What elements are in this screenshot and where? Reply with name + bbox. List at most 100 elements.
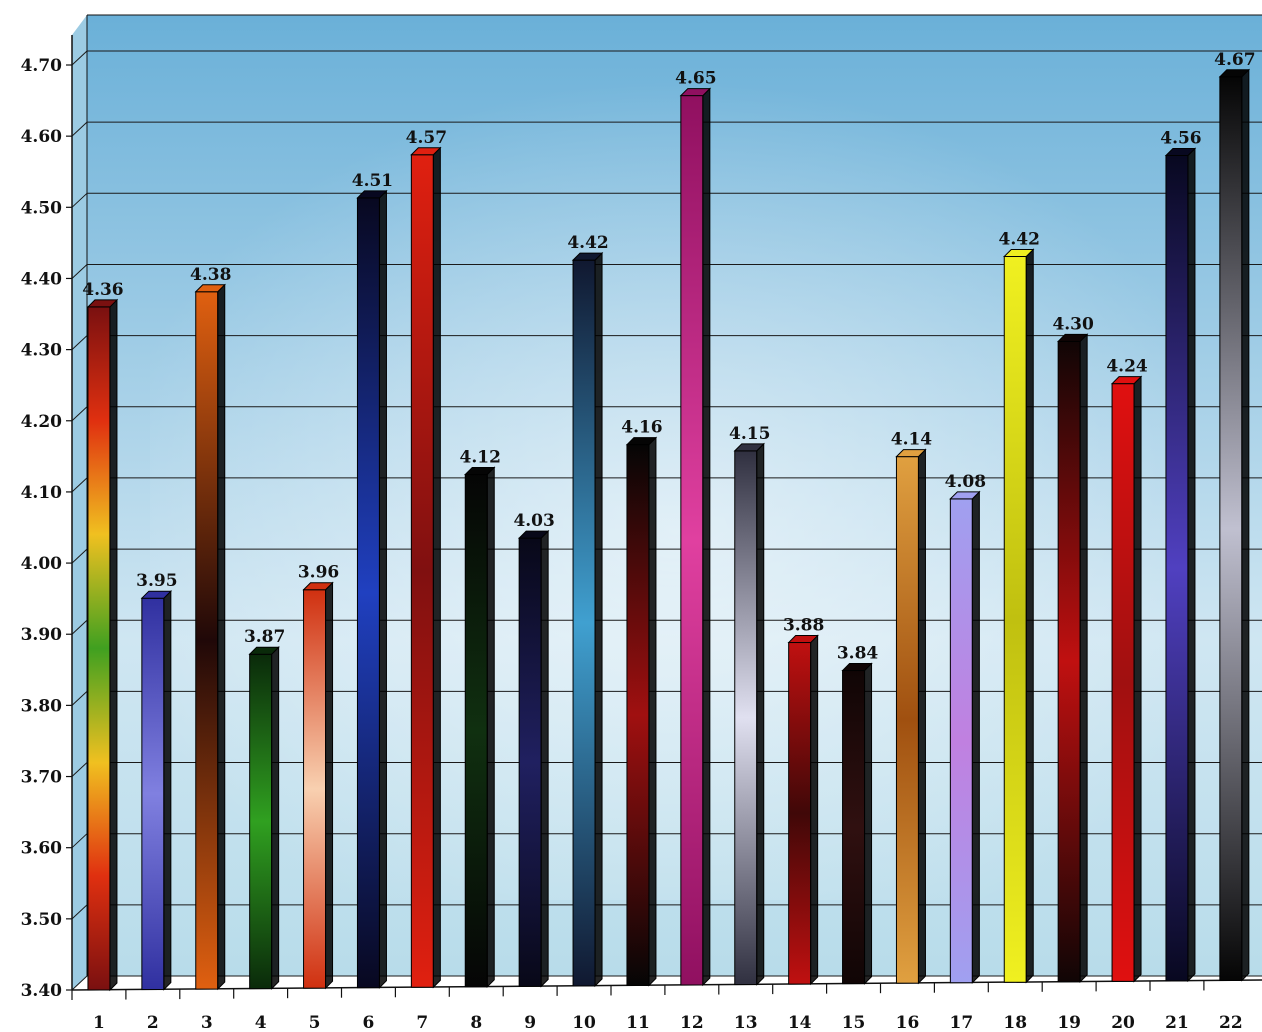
gridline-depth bbox=[71, 264, 88, 279]
bar-side-face bbox=[864, 662, 873, 985]
y-axis-tick-labels: 3.40 3.50 3.60 3.70 3.80 3.90 4.00 4.10 4.20 4.30… bbox=[21, 56, 63, 1001]
value-label-12: 4.65 bbox=[675, 69, 716, 89]
y-tick-label: 3.40 bbox=[21, 981, 63, 1001]
bar-top-face bbox=[841, 663, 873, 672]
gridline-depth bbox=[71, 619, 88, 635]
x-tick-label-20: 20 bbox=[1111, 1013, 1135, 1032]
bar-front-face bbox=[895, 456, 919, 984]
bar-side-face bbox=[1079, 333, 1088, 984]
bar-side-face bbox=[217, 283, 226, 991]
bar-front-face bbox=[949, 498, 973, 984]
gridline-depth bbox=[71, 904, 88, 920]
value-label-16: 4.14 bbox=[891, 430, 933, 450]
bar-5 bbox=[302, 581, 334, 990]
gridline-depth bbox=[71, 548, 88, 564]
bar-top-face bbox=[1003, 249, 1035, 258]
bar-side-face bbox=[917, 448, 926, 985]
value-label-4: 3.87 bbox=[244, 627, 285, 647]
x-tick-label-4: 4 bbox=[255, 1013, 267, 1032]
y-tick-label: 3.50 bbox=[21, 910, 63, 930]
bar-front-face bbox=[410, 154, 434, 988]
y-tick-label: 4.40 bbox=[21, 269, 63, 289]
bar-side-face bbox=[378, 189, 387, 989]
y-tick-label: 3.80 bbox=[21, 696, 63, 716]
bar-top-face bbox=[1164, 148, 1197, 157]
value-label-9: 4.03 bbox=[513, 511, 554, 531]
gridline-depth bbox=[71, 406, 88, 422]
bar-front-face bbox=[572, 259, 596, 987]
gridline-depth bbox=[71, 691, 88, 706]
bar-12 bbox=[679, 87, 712, 987]
value-label-15: 3.84 bbox=[837, 644, 879, 664]
value-label-19: 4.30 bbox=[1052, 314, 1094, 334]
bar-top-face bbox=[356, 190, 388, 199]
bar-21 bbox=[1164, 147, 1197, 983]
x-tick-label-19: 19 bbox=[1057, 1013, 1081, 1032]
bar-9 bbox=[517, 529, 550, 988]
bar-front-face bbox=[1057, 340, 1081, 983]
bar-top-face bbox=[464, 467, 496, 476]
value-label-2: 3.95 bbox=[136, 571, 177, 591]
x-tick-label-1: 1 bbox=[93, 1013, 105, 1032]
bar-side-face bbox=[1187, 147, 1196, 983]
value-label-6: 4.51 bbox=[352, 171, 393, 191]
value-label-22: 4.67 bbox=[1214, 50, 1255, 70]
bar-front-face bbox=[303, 589, 327, 989]
bar-11 bbox=[625, 436, 658, 987]
x-tick-label-11: 11 bbox=[626, 1013, 650, 1032]
y-tick-label: 4.50 bbox=[21, 198, 63, 218]
x-tick-label-7: 7 bbox=[416, 1013, 428, 1032]
y-tick-label: 4.60 bbox=[21, 127, 63, 147]
x-tick-label-22: 22 bbox=[1219, 1013, 1243, 1032]
bar-top-face bbox=[1110, 376, 1143, 385]
bar-top-face bbox=[194, 284, 226, 293]
bar-front-face bbox=[626, 444, 650, 986]
bar-top-face bbox=[410, 147, 442, 156]
bar-7 bbox=[410, 146, 442, 989]
bar-side-face bbox=[432, 146, 441, 989]
bar-front-face bbox=[518, 537, 542, 987]
bar-8 bbox=[464, 466, 496, 989]
x-tick-label-14: 14 bbox=[788, 1013, 812, 1032]
bar-top-face bbox=[679, 88, 712, 97]
bar-top-face bbox=[517, 530, 550, 539]
bar-front-face bbox=[680, 95, 704, 986]
bar-top-face bbox=[302, 582, 334, 591]
bar-16 bbox=[895, 448, 927, 985]
bar-front-face bbox=[356, 197, 380, 989]
bar-19 bbox=[1056, 333, 1089, 984]
bar-side-face bbox=[594, 251, 603, 988]
bar-side-face bbox=[271, 646, 280, 990]
bar-top-face bbox=[248, 646, 280, 655]
bar-front-face bbox=[1219, 76, 1243, 981]
bar-20 bbox=[1110, 375, 1143, 983]
x-tick-label-3: 3 bbox=[201, 1013, 213, 1032]
bar-front-face bbox=[249, 653, 273, 990]
gridline-depth bbox=[71, 975, 88, 991]
bar-side-face bbox=[971, 490, 980, 984]
bar-side-face bbox=[325, 581, 334, 990]
value-label-10: 4.42 bbox=[567, 233, 608, 253]
value-label-21: 4.56 bbox=[1160, 129, 1201, 149]
bar-top-face bbox=[787, 635, 819, 644]
bar-side-face bbox=[1025, 248, 1034, 984]
gridline-depth bbox=[71, 335, 88, 350]
value-label-20: 4.24 bbox=[1106, 357, 1148, 377]
value-label-7: 4.57 bbox=[406, 128, 447, 148]
bars bbox=[86, 68, 1251, 992]
y-tick-label: 4.30 bbox=[21, 341, 63, 361]
value-label-8: 4.12 bbox=[460, 448, 501, 468]
gridline-depth bbox=[71, 192, 88, 208]
bar-top-face bbox=[733, 443, 765, 452]
bar-top-face bbox=[949, 491, 981, 500]
bar-1 bbox=[86, 298, 119, 992]
bar-side-face bbox=[163, 589, 172, 991]
bar-front-face bbox=[87, 306, 111, 991]
y-tick-label: 3.90 bbox=[21, 625, 63, 645]
bar-front-face bbox=[141, 597, 165, 991]
value-label-13: 4.15 bbox=[729, 424, 770, 444]
x-tick-label-5: 5 bbox=[309, 1013, 321, 1032]
bar-side-face bbox=[1133, 375, 1142, 983]
bar-10 bbox=[571, 251, 604, 988]
